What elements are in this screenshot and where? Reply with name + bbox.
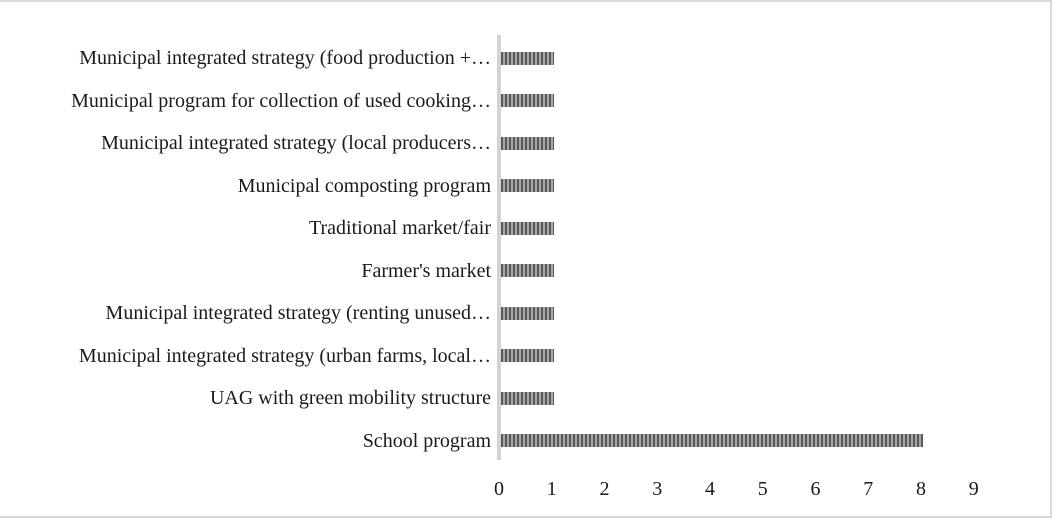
x-tick-label: 7 (863, 478, 874, 500)
bar (501, 306, 554, 320)
x-tick-label: 0 (494, 478, 504, 500)
x-tick-label: 4 (705, 478, 715, 500)
x-tick-label: 2 (599, 478, 610, 500)
x-tick-label: 3 (652, 478, 663, 500)
bar (501, 349, 554, 363)
bar (501, 434, 923, 448)
bar (501, 391, 554, 405)
bar (501, 51, 554, 65)
category-label: Municipal integrated strategy (urban far… (78, 344, 491, 367)
x-tick-label: 5 (757, 478, 768, 500)
category-label: Municipal integrated strategy (food prod… (79, 47, 491, 69)
category-label: Municipal integrated strategy (renting u… (105, 302, 491, 325)
category-label: Traditional market/fair (309, 217, 491, 240)
category-label: Municipal composting program (237, 174, 491, 197)
x-tick-label: 9 (968, 478, 979, 500)
category-label: UAG with green mobility structure (209, 387, 491, 410)
bar (501, 179, 554, 193)
category-label: Farmer's market (361, 259, 491, 282)
category-label: Municipal program for collection of used… (71, 89, 491, 112)
x-tick-label: 8 (916, 478, 926, 500)
bar (501, 264, 554, 278)
bar (501, 221, 554, 235)
y-axis-line (497, 35, 501, 460)
category-label: Municipal integrated strategy (local pro… (101, 132, 491, 155)
x-tick-label: 6 (810, 478, 821, 500)
bar (501, 136, 554, 150)
x-tick-label: 1 (546, 478, 557, 500)
category-label: School program (362, 429, 491, 452)
bar (501, 94, 554, 108)
